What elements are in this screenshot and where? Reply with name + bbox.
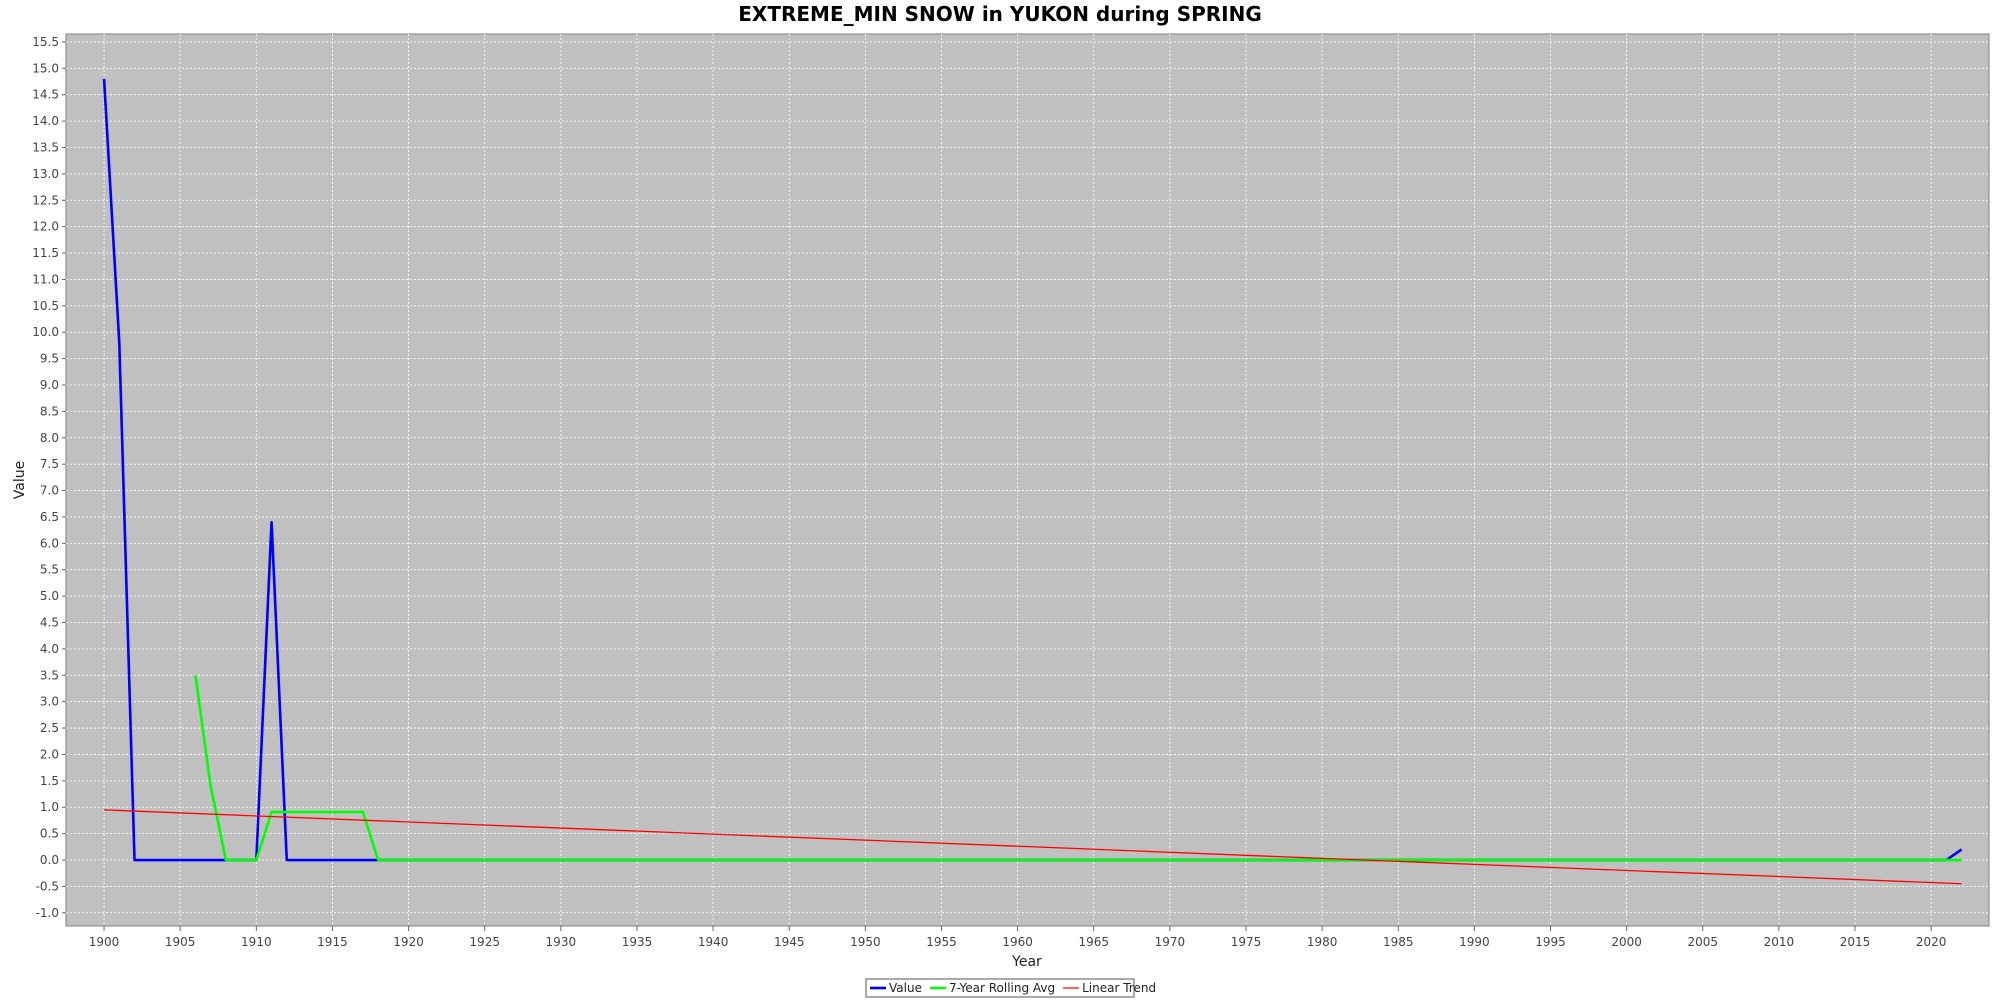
grid-lines [66,34,1989,926]
series-lines [102,78,1963,885]
x-tick-label: 1970 [1155,935,1186,949]
x-tick-label: 1925 [469,935,500,949]
series-line-7-year-rolling-avg [194,675,1962,862]
x-tick-label: 1955 [926,935,957,949]
y-tick-label: 10.0 [32,325,59,339]
y-tick-label: 5.5 [40,563,59,577]
y-tick-label: 13.5 [32,140,59,154]
x-axis-label: Year [1011,954,1042,970]
x-tick-label: 2005 [1687,935,1718,949]
legend: Value 7-Year Rolling Avg Linear Trend [865,978,1156,998]
x-tick-label: 1995 [1535,935,1566,949]
x-tick-label: 2010 [1764,935,1795,949]
y-tick-label: 7.5 [40,457,59,471]
y-axis-label: Value [12,461,28,499]
x-axis: 1900 1905 1910 1915 1920 1925 1930 1935 1940 1945… [89,926,1947,949]
y-tick-label: 14.5 [32,88,59,102]
y-tick-label: 11.0 [32,272,59,286]
y-tick-label: 15.0 [32,61,59,75]
y-tick-label: -1.0 [36,906,59,920]
y-tick-label: 4.5 [40,616,59,630]
y-tick-label: 13.0 [32,167,59,181]
y-axis: -1.0 -0.5 0.0 0.5 1.0 1.5 2.0 2.5 3.0 3.5 4.0 4.5 5.… [32,35,66,920]
x-tick-label: 1920 [393,935,424,949]
x-tick-label: 1960 [1002,935,1033,949]
x-tick-label: 2015 [1840,935,1871,949]
y-tick-label: 8.5 [40,404,59,418]
x-tick-label: 1930 [546,935,577,949]
y-tick-label: 1.5 [40,774,59,788]
x-tick-label: 1910 [241,935,272,949]
y-tick-label: 12.5 [32,193,59,207]
y-tick-label: 3.0 [40,695,59,709]
x-tick-label: 1935 [622,935,653,949]
series-line-linear-trend [104,809,1962,885]
legend-label-linear-trend: Linear Trend [1082,981,1156,995]
x-tick-label: 1980 [1307,935,1338,949]
x-tick-label: 1990 [1459,935,1490,949]
plot-area [65,33,1990,927]
y-tick-label: 9.0 [40,378,59,392]
x-tick-label: 1950 [850,935,881,949]
y-tick-label: 10.5 [32,299,59,313]
x-tick-label: 1985 [1383,935,1414,949]
legend-label-value: Value [889,981,922,995]
y-tick-label: 8.0 [40,431,59,445]
y-tick-label: 2.0 [40,747,59,761]
x-tick-label: 1945 [774,935,805,949]
x-tick-label: 1940 [698,935,729,949]
legend-label-7-year-rolling-avg: 7-Year Rolling Avg [949,981,1055,995]
y-tick-label: 2.5 [40,721,59,735]
chart-title: EXTREME_MIN SNOW in YUKON during SPRING [738,2,1262,26]
y-tick-label: 14.0 [32,114,59,128]
x-tick-label: 1900 [89,935,120,949]
y-tick-label: 0.5 [40,827,59,841]
y-tick-label: 3.5 [40,668,59,682]
legend-box [865,978,1135,998]
x-tick-label: 1965 [1078,935,1109,949]
y-tick-label: 15.5 [32,35,59,49]
y-tick-label: 9.5 [40,352,59,366]
y-tick-label: 4.0 [40,642,59,656]
y-tick-label: 5.0 [40,589,59,603]
y-tick-label: 12.0 [32,220,59,234]
x-tick-label: 1915 [317,935,348,949]
x-tick-label: 2020 [1916,935,1947,949]
x-tick-label: 1975 [1231,935,1262,949]
y-tick-label: 1.0 [40,800,59,814]
y-tick-label: 11.5 [32,246,59,260]
y-tick-label: 7.0 [40,484,59,498]
x-tick-label: 2000 [1611,935,1642,949]
y-tick-label: 6.5 [40,510,59,524]
y-tick-label: -0.5 [36,879,59,893]
y-tick-label: 0.0 [40,853,59,867]
y-tick-label: 6.0 [40,536,59,550]
x-tick-label: 1905 [165,935,196,949]
